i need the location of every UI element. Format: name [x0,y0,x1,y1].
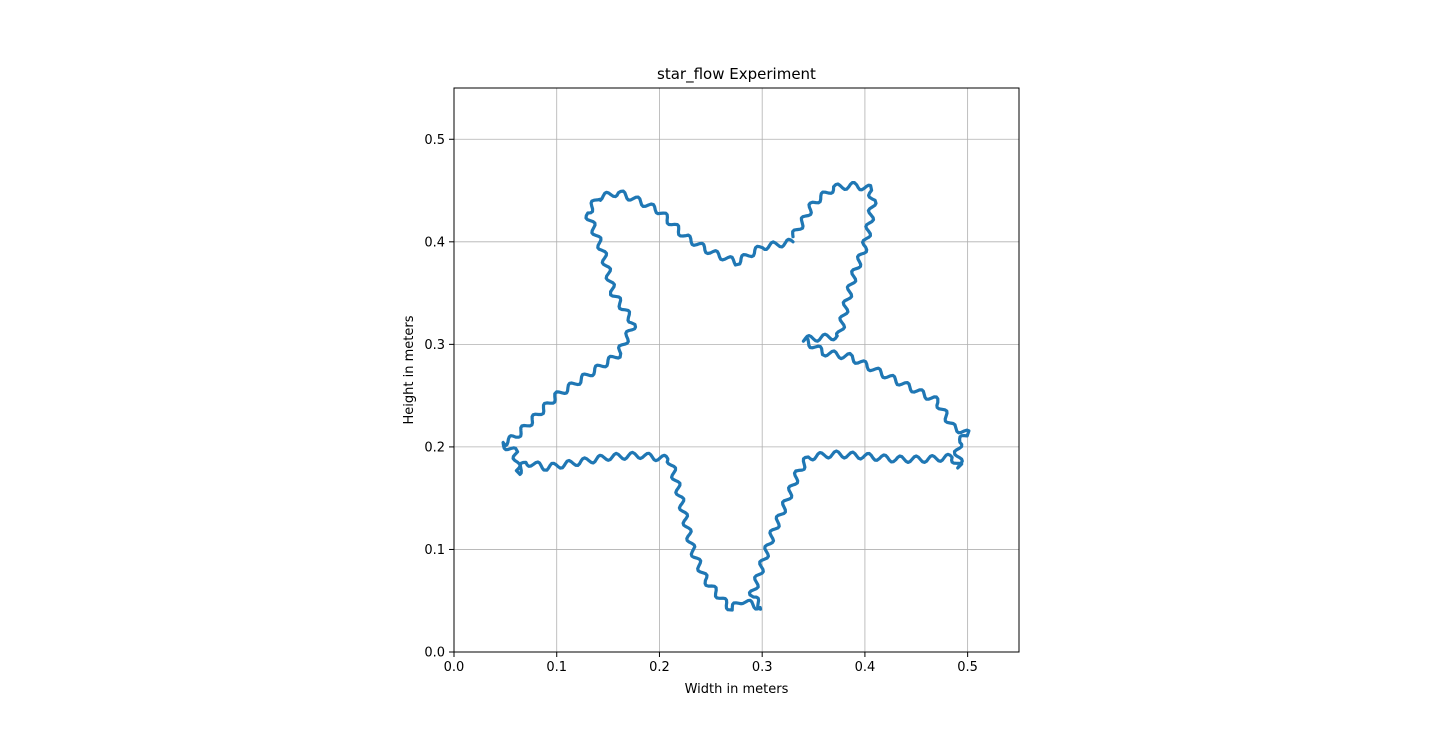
grid [453,88,1019,653]
x-tick-label: 0.1 [546,660,567,675]
y-axis-title: Height in meters [402,315,417,424]
y-tick-label: 0.5 [424,133,445,148]
x-tick-label: 0.4 [855,660,876,675]
y-tick-label: 0.4 [424,235,445,250]
series-layer [501,181,971,612]
ticks: 0.0 0.1 0.2 0.3 0.4 0.5 0.0 0.1 0.2 0.3 0.4 0.5 [424,133,978,675]
x-tick-label: 0.5 [957,660,978,675]
x-tick-label: 0.0 [444,660,465,675]
x-tick-label: 0.3 [752,660,773,675]
y-tick-label: 0.2 [424,440,445,455]
y-tick-label: 0.1 [424,543,445,558]
series-line [501,181,971,612]
x-axis-title: Width in meters [685,682,789,697]
x-tick-label: 0.2 [649,660,670,675]
plot-frame [453,87,1020,653]
y-tick-label: 0.3 [424,338,445,353]
y-tick-label: 0.0 [424,646,445,661]
chart-title: star_flow Experiment [657,65,816,84]
